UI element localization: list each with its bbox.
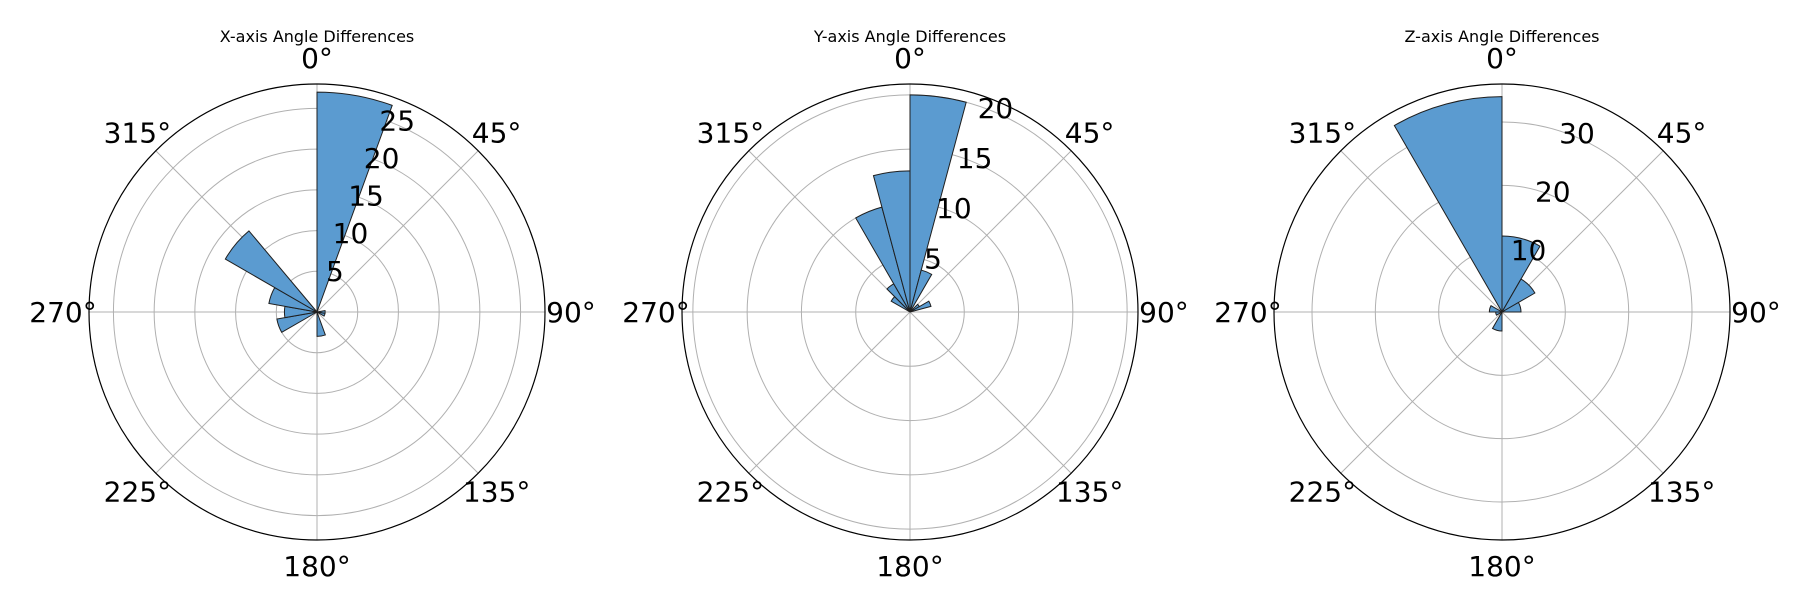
- radial-tick-label: 5: [326, 255, 344, 288]
- angular-gridline: [748, 311, 911, 474]
- angular-gridline: [155, 311, 318, 474]
- angle-tick-label: 270°: [1214, 296, 1281, 329]
- histogram-bar: [316, 311, 326, 317]
- panel-title: Y-axis Angle Differences: [813, 27, 1006, 46]
- angle-tick-label: 45°: [1065, 116, 1115, 149]
- histogram-bar: [909, 269, 933, 313]
- radial-tick-label: 20: [978, 92, 1014, 125]
- angle-tick-label: 225°: [1289, 476, 1356, 509]
- panel-title: X-axis Angle Differences: [220, 27, 415, 46]
- histogram-bar: [1488, 304, 1504, 313]
- x-axis-angle-panel: X-axis Angle Differences 0° 45° 90° 135° 180…: [29, 27, 596, 583]
- polar-frame: [681, 83, 1139, 541]
- radial-tick-label: 15: [957, 142, 993, 175]
- histogram-bar: [276, 311, 318, 334]
- radial-tick-label: 30: [1559, 117, 1595, 150]
- radial-tick-label: 10: [333, 217, 369, 250]
- angle-tick-label: 180°: [283, 550, 350, 583]
- radial-tick-label: 10: [936, 192, 972, 225]
- angular-gridline: [1501, 311, 1664, 474]
- angle-tick-label: 315°: [1289, 116, 1356, 149]
- histogram-bar: [872, 170, 911, 313]
- panel-title: Z-axis Angle Differences: [1404, 27, 1599, 46]
- angular-gridline: [909, 311, 1072, 474]
- angle-tick-label: 135°: [463, 476, 530, 509]
- angle-tick-label: 315°: [697, 116, 764, 149]
- angle-tick-label: 90°: [546, 296, 596, 329]
- angle-tick-label: 135°: [1056, 476, 1123, 509]
- histogram-bar: [224, 230, 318, 313]
- polar-frame: [88, 83, 546, 541]
- polar-frame: [1273, 83, 1731, 541]
- histogram-bar: [1393, 96, 1503, 314]
- histogram-bar: [316, 91, 393, 313]
- angle-tick-label: 0°: [1486, 42, 1518, 75]
- angle-tick-label: 45°: [472, 116, 522, 149]
- angular-gridline: [1340, 150, 1503, 313]
- z-axis-angle-panel: Z-axis Angle Differences 0° 45° 90° 135° 180…: [1214, 27, 1781, 583]
- angle-tick-label: 90°: [1731, 296, 1781, 329]
- radial-tick-label: 25: [379, 104, 415, 137]
- radial-tick-label: 10: [1511, 234, 1547, 267]
- angular-gridline: [748, 150, 911, 313]
- histogram-bar: [909, 94, 967, 313]
- histogram-bar: [1491, 310, 1503, 332]
- radial-tick-label: 20: [364, 142, 400, 175]
- angle-tick-label: 270°: [29, 296, 96, 329]
- histogram-bar: [1500, 278, 1536, 314]
- angular-gridline: [316, 311, 479, 474]
- angle-tick-label: 270°: [622, 296, 689, 329]
- angle-tick-label: 315°: [104, 116, 171, 149]
- angular-gridline: [316, 150, 479, 313]
- radial-tick-label: 20: [1535, 175, 1571, 208]
- histogram-bar: [1500, 301, 1522, 313]
- angular-gridline: [1340, 311, 1503, 474]
- radial-tick-label: 15: [348, 180, 384, 213]
- angle-tick-label: 225°: [697, 476, 764, 509]
- angle-tick-label: 180°: [1468, 550, 1535, 583]
- angular-gridline: [909, 150, 1072, 313]
- angle-tick-label: 0°: [301, 42, 333, 75]
- angle-tick-label: 0°: [894, 42, 926, 75]
- angle-tick-label: 180°: [876, 550, 943, 583]
- histogram-bar: [316, 311, 326, 337]
- angle-tick-label: 45°: [1657, 116, 1707, 149]
- radial-tick-label: 5: [924, 242, 942, 275]
- angle-tick-label: 90°: [1139, 296, 1189, 329]
- histogram-bar: [909, 300, 932, 313]
- angle-tick-label: 135°: [1648, 476, 1715, 509]
- angle-tick-label: 225°: [104, 476, 171, 509]
- y-axis-angle-panel: Y-axis Angle Differences 0° 45° 90° 135° 180…: [622, 27, 1189, 583]
